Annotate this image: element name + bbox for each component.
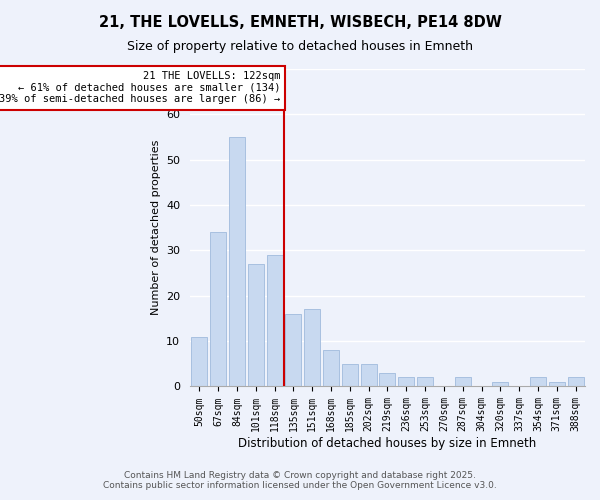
Bar	[286, 314, 301, 386]
X-axis label: Distribution of detached houses by size in Emneth: Distribution of detached houses by size …	[238, 437, 536, 450]
Bar	[361, 364, 377, 386]
Bar	[549, 382, 565, 386]
Text: Size of property relative to detached houses in Emneth: Size of property relative to detached ho…	[127, 40, 473, 53]
Bar	[342, 364, 358, 386]
Bar	[191, 336, 208, 386]
Y-axis label: Number of detached properties: Number of detached properties	[151, 140, 161, 316]
Bar	[210, 232, 226, 386]
Bar	[417, 378, 433, 386]
Bar	[568, 378, 584, 386]
Bar	[398, 378, 414, 386]
Bar	[379, 373, 395, 386]
Bar	[455, 378, 471, 386]
Bar	[493, 382, 508, 386]
Text: Contains HM Land Registry data © Crown copyright and database right 2025.
Contai: Contains HM Land Registry data © Crown c…	[103, 470, 497, 490]
Text: 21 THE LOVELLS: 122sqm
← 61% of detached houses are smaller (134)
39% of semi-de: 21 THE LOVELLS: 122sqm ← 61% of detached…	[0, 72, 280, 104]
Bar	[323, 350, 339, 387]
Bar	[229, 137, 245, 386]
Bar	[530, 378, 546, 386]
Bar	[266, 255, 283, 386]
Bar	[304, 310, 320, 386]
Text: 21, THE LOVELLS, EMNETH, WISBECH, PE14 8DW: 21, THE LOVELLS, EMNETH, WISBECH, PE14 8…	[98, 15, 502, 30]
Bar	[248, 264, 264, 386]
